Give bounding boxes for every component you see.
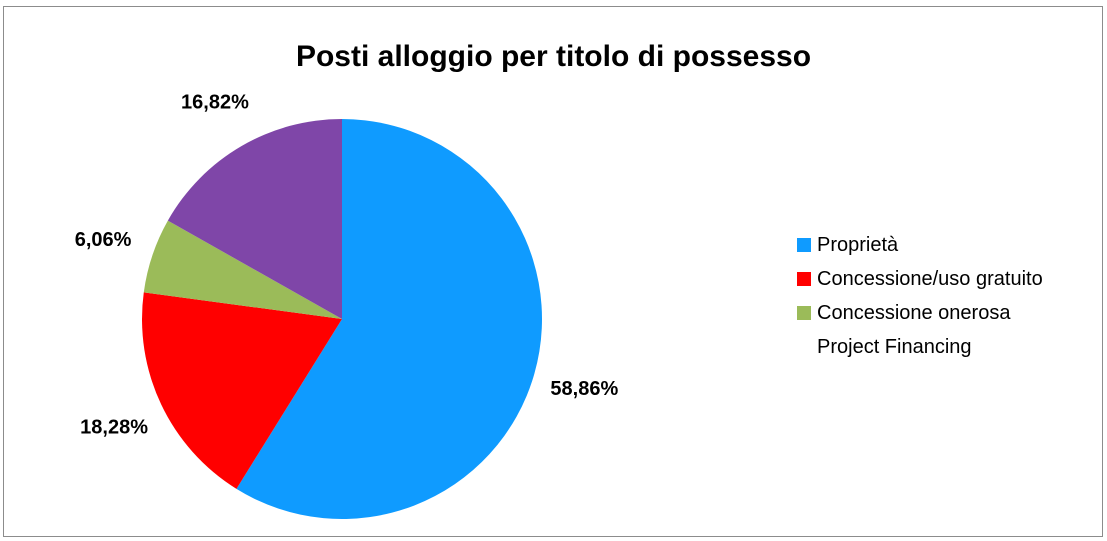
legend-item-project-financing: Project Financing <box>797 330 1043 364</box>
pie-slice <box>236 119 542 519</box>
legend-item-concessione-onerosa: Concessione onerosa <box>797 296 1043 330</box>
pie-slice <box>143 220 342 319</box>
legend-label: Project Financing <box>817 335 972 358</box>
legend-label: Concessione/uso gratuito <box>817 267 1043 290</box>
slice-label: 18,28% <box>80 416 148 438</box>
chart-title: Posti alloggio per titolo di possesso <box>295 40 812 73</box>
slice-label: 16,82% <box>181 91 249 113</box>
slice-label: 6,06% <box>75 229 132 251</box>
legend-label: Proprietà <box>817 233 899 256</box>
legend-item-concessione-uso-gratuito: Concessione/uso gratuito <box>797 262 1043 296</box>
legend-swatch <box>797 238 811 252</box>
legend-label: Concessione onerosa <box>817 301 1011 324</box>
pie-slice <box>167 119 342 319</box>
legend-swatch <box>797 272 811 286</box>
legend-swatch <box>797 340 811 354</box>
legend-swatch <box>797 306 811 320</box>
legend: Proprietà Concessione/uso gratuito Conce… <box>797 228 1043 364</box>
pie-slice <box>141 292 342 489</box>
legend-item-proprieta: Proprietà <box>797 228 1043 262</box>
slice-label: 58,86% <box>550 378 618 400</box>
